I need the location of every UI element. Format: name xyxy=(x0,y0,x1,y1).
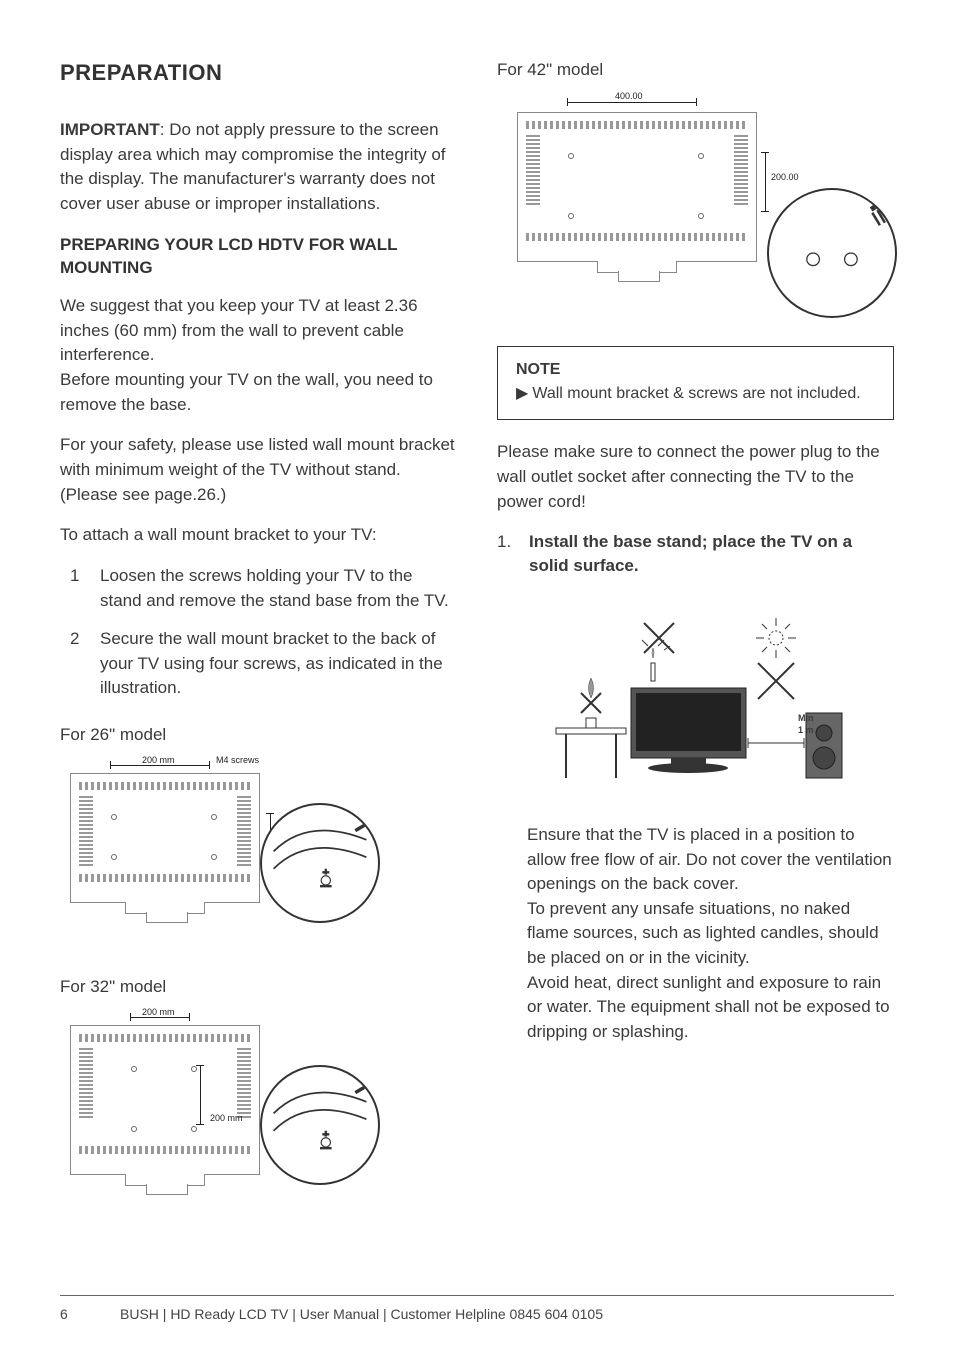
important-label: IMPORTANT xyxy=(60,120,160,139)
placement-note: Ensure that the TV is placed in a positi… xyxy=(497,823,894,1045)
list-item: 1Loosen the screws holding your TV to th… xyxy=(100,564,457,613)
step-number: 1. xyxy=(497,530,513,578)
section-heading-wall-mount: PREPARING YOUR LCD HDTV FOR WALL MOUNTIN… xyxy=(60,233,457,281)
footer-text: BUSH | HD Ready LCD TV | User Manual | C… xyxy=(120,1306,603,1322)
dim-26-screws: M4 screws xyxy=(216,755,259,765)
dim-26-w: 200 mm xyxy=(142,755,175,765)
step-title: Install the base stand; place the TV on … xyxy=(529,530,894,578)
placement-diagram: Min 1 m xyxy=(536,598,856,803)
power-plug-note: Please make sure to connect the power pl… xyxy=(497,440,894,514)
fig-26-label: For 26" model xyxy=(60,725,457,745)
fig-42-label: For 42" model xyxy=(497,60,894,80)
wall-mount-attach-lead: To attach a wall mount bracket to your T… xyxy=(60,523,457,548)
fig-32-diagram: 200 mm 200 mm xyxy=(60,1005,400,1225)
triangle-icon: ▶ xyxy=(516,383,528,405)
wall-mount-steps: 1Loosen the screws holding your TV to th… xyxy=(60,564,457,701)
page-number: 6 xyxy=(60,1306,80,1322)
page-footer: 6 BUSH | HD Ready LCD TV | User Manual |… xyxy=(60,1295,894,1322)
dim-32-h: 200 mm xyxy=(210,1113,243,1123)
dim-42-w: 400.00 xyxy=(615,91,643,101)
fig-42-diagram: 400.00 200.00 xyxy=(497,88,897,328)
list-item: 2Secure the wall mount bracket to the ba… xyxy=(100,627,457,701)
page-title: PREPARATION xyxy=(60,60,457,86)
fig-32-label: For 32" model xyxy=(60,977,457,997)
install-steps: 1. Install the base stand; place the TV … xyxy=(497,530,894,578)
dim-42-h: 200.00 xyxy=(771,172,799,182)
note-box: NOTE ▶Wall mount bracket & screws are no… xyxy=(497,346,894,420)
note-title: NOTE xyxy=(516,361,875,379)
min-label: Min xyxy=(798,713,814,723)
important-paragraph: IMPORTANT: Do not apply pressure to the … xyxy=(60,118,457,217)
note-body: ▶Wall mount bracket & screws are not inc… xyxy=(516,383,875,405)
list-item: 1. Install the base stand; place the TV … xyxy=(497,530,894,578)
magnifier-icon xyxy=(260,1065,380,1185)
wall-mount-safety: For your safety, please use listed wall … xyxy=(60,433,457,507)
magnifier-icon xyxy=(260,803,380,923)
one-m-label: 1 m xyxy=(798,725,814,735)
right-column: For 42" model 400.00 200.00 xyxy=(497,60,894,1250)
magnifier-icon xyxy=(767,188,897,318)
wall-mount-intro-1: We suggest that you keep your TV at leas… xyxy=(60,294,457,417)
fig-26-diagram: 200 mm M4 screws 100 mm xyxy=(60,753,400,953)
dim-32-w: 200 mm xyxy=(142,1007,175,1017)
left-column: PREPARATION IMPORTANT: Do not apply pres… xyxy=(60,60,457,1250)
